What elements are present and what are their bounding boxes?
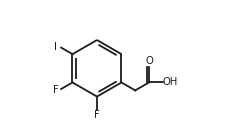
- Text: I: I: [54, 42, 57, 51]
- Text: F: F: [94, 110, 100, 120]
- Text: O: O: [145, 56, 153, 66]
- Text: F: F: [53, 85, 59, 95]
- Text: OH: OH: [162, 77, 178, 87]
